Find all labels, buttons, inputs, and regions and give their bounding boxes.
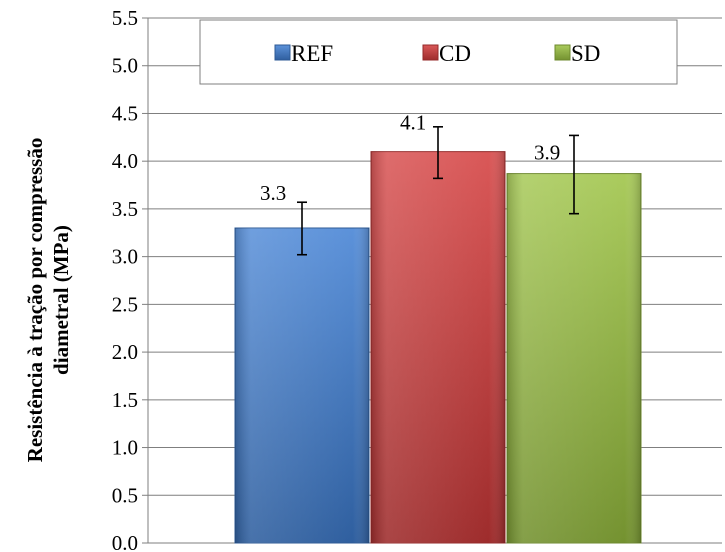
y-tick-label: 4.5 [112,101,138,125]
legend-swatch-cd [422,44,439,61]
y-tick-label: 1.5 [112,388,138,412]
y-tick-label: 5.0 [112,54,138,78]
y-axis-label-line-1: Resistência à tração por compressão [23,138,47,463]
bar-sd-shading [507,173,641,543]
error-bars [297,126,579,256]
legend: REF CD SD [199,19,678,85]
y-tick-label: 1.0 [112,436,138,460]
data-label-ref: 3.3 [260,181,286,205]
y-tick-label: 3.5 [112,197,138,221]
y-tick-labels: 0.0 0.5 1.0 1.5 2.0 2.5 3.0 3.5 4.0 4.5 5.0 5.5 [112,6,138,552]
y-axis-label: Resistência à tração por compressão diam… [23,138,73,463]
y-tick-label: 0.0 [112,531,138,552]
legend-label-sd: SD [571,41,600,66]
bar-ref-shading [235,228,369,543]
axes [142,17,149,544]
legend-swatch-sd [554,44,571,61]
data-labels: 3.3 4.1 3.9 [260,111,560,205]
y-tick-label: 2.0 [112,340,138,364]
y-axis-label-line-2: diametral (MPa) [49,225,73,375]
y-tick-label: 0.5 [112,483,138,507]
legend-label-cd: CD [439,41,471,66]
data-label-cd: 4.1 [400,111,426,135]
y-tick-label: 3.0 [112,245,138,269]
legend-label-ref: REF [291,41,333,66]
bar-cd-shading [371,151,505,544]
y-tick-label: 4.0 [112,149,138,173]
bars [234,151,642,544]
data-label-sd: 3.9 [534,141,560,165]
legend-swatch-ref [274,44,291,61]
y-tick-label: 2.5 [112,292,138,316]
y-tick-label: 5.5 [112,6,138,30]
